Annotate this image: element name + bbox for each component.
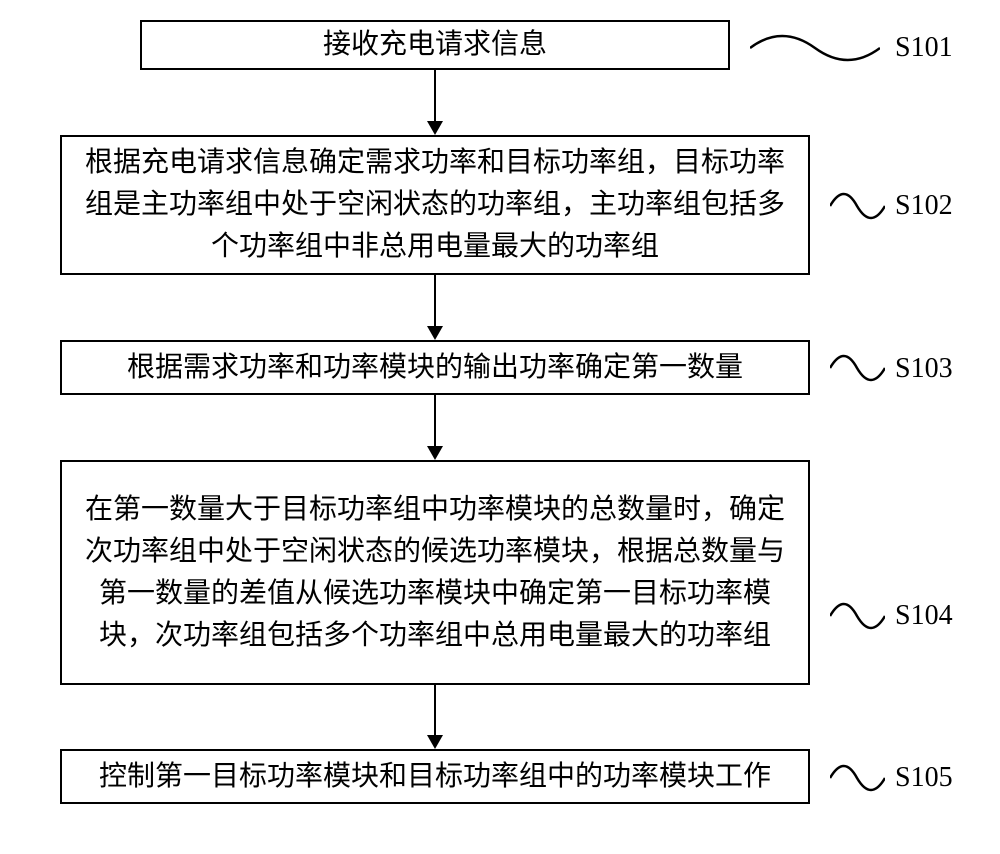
arrow-4-head <box>427 735 443 749</box>
step-label-3: S103 <box>895 353 953 385</box>
wave-connector-4 <box>830 598 885 634</box>
wave-connector-3 <box>830 350 885 386</box>
arrow-3-line <box>434 395 436 446</box>
flowchart-node-2: 根据充电请求信息确定需求功率和目标功率组，目标功率组是主功率组中处于空闲状态的功… <box>60 135 810 275</box>
arrow-2-head <box>427 326 443 340</box>
arrow-1-line <box>434 70 436 121</box>
flowchart-node-5: 控制第一目标功率模块和目标功率组中的功率模块工作 <box>60 749 810 804</box>
arrow-2-line <box>434 275 436 326</box>
node-3-text: 根据需求功率和功率模块的输出功率确定第一数量 <box>127 347 743 389</box>
flowchart-node-3: 根据需求功率和功率模块的输出功率确定第一数量 <box>60 340 810 395</box>
step-label-4: S104 <box>895 600 953 632</box>
flowchart-container: 接收充电请求信息 S101 根据充电请求信息确定需求功率和目标功率组，目标功率组… <box>0 0 1000 854</box>
node-2-text: 根据充电请求信息确定需求功率和目标功率组，目标功率组是主功率组中处于空闲状态的功… <box>82 142 788 268</box>
arrow-3-head <box>427 446 443 460</box>
wave-connector-1 <box>750 30 880 66</box>
arrow-1-head <box>427 121 443 135</box>
arrow-4-line <box>434 685 436 735</box>
wave-connector-5 <box>830 760 885 796</box>
node-5-text: 控制第一目标功率模块和目标功率组中的功率模块工作 <box>99 756 771 798</box>
flowchart-node-4: 在第一数量大于目标功率组中功率模块的总数量时，确定次功率组中处于空闲状态的候选功… <box>60 460 810 685</box>
step-label-5: S105 <box>895 762 953 794</box>
node-1-text: 接收充电请求信息 <box>323 24 547 66</box>
step-label-1: S101 <box>895 32 953 64</box>
flowchart-node-1: 接收充电请求信息 <box>140 20 730 70</box>
wave-connector-2 <box>830 188 885 224</box>
step-label-2: S102 <box>895 190 953 222</box>
node-4-text: 在第一数量大于目标功率组中功率模块的总数量时，确定次功率组中处于空闲状态的候选功… <box>82 489 788 657</box>
